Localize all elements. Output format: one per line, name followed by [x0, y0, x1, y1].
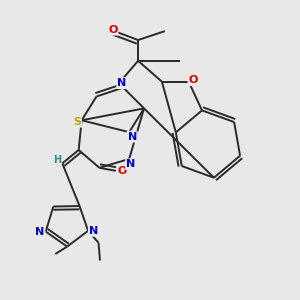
Text: O: O [117, 166, 127, 176]
Text: O: O [188, 75, 198, 85]
Text: N: N [35, 226, 44, 237]
Text: S: S [73, 117, 81, 127]
Text: N: N [126, 159, 135, 169]
Text: N: N [117, 78, 126, 88]
Text: N: N [128, 132, 137, 142]
Text: O: O [108, 25, 118, 34]
Text: N: N [89, 226, 98, 236]
Text: H: H [53, 155, 61, 165]
